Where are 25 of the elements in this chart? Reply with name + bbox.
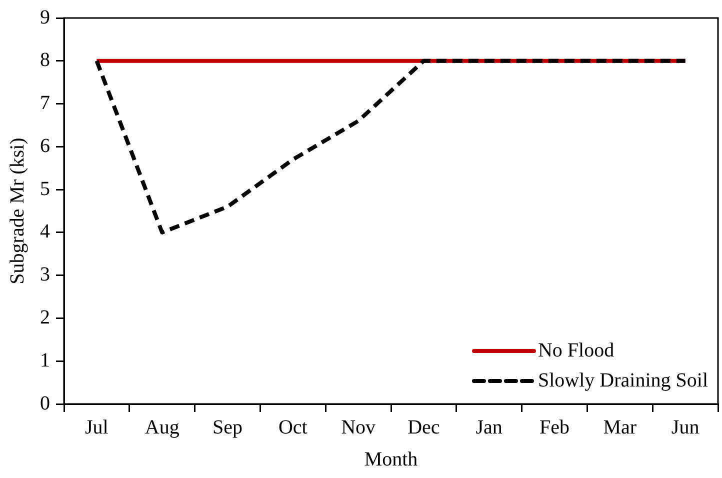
y-tick-label: 8 — [40, 49, 50, 72]
y-tick-label: 2 — [40, 306, 50, 328]
x-tick-label: Jun — [671, 416, 700, 438]
y-axis-title: Subgrade Mr (ksi) — [6, 138, 28, 284]
x-tick-label: Feb — [540, 416, 570, 438]
line-series — [94, 58, 688, 234]
y-tick-label: 5 — [40, 178, 50, 200]
x-axis-title: Month — [364, 448, 418, 470]
legend-label: Slowly Draining Soil — [538, 369, 708, 392]
x-tick-label: Aug — [144, 416, 180, 438]
x-tick-label: Jul — [85, 416, 109, 438]
x-tick-label: Nov — [341, 416, 376, 438]
x-tick-label: Oct — [278, 416, 308, 438]
x-tick-label: Dec — [408, 416, 440, 438]
y-tick-label: 9 — [40, 6, 50, 28]
x-tick-label: Jan — [476, 416, 502, 438]
x-tick-label: Sep — [212, 416, 242, 438]
y-tick-label: 0 — [40, 392, 50, 414]
x-tick-label: Mar — [603, 416, 637, 438]
y-tick-label: 3 — [40, 264, 50, 286]
y-tick-label: 4 — [40, 220, 50, 243]
y-tick-label: 7 — [40, 92, 50, 114]
legend-label: No Flood — [538, 339, 614, 362]
y-tick-label: 6 — [40, 134, 50, 157]
y-tick-label: 1 — [40, 349, 50, 372]
